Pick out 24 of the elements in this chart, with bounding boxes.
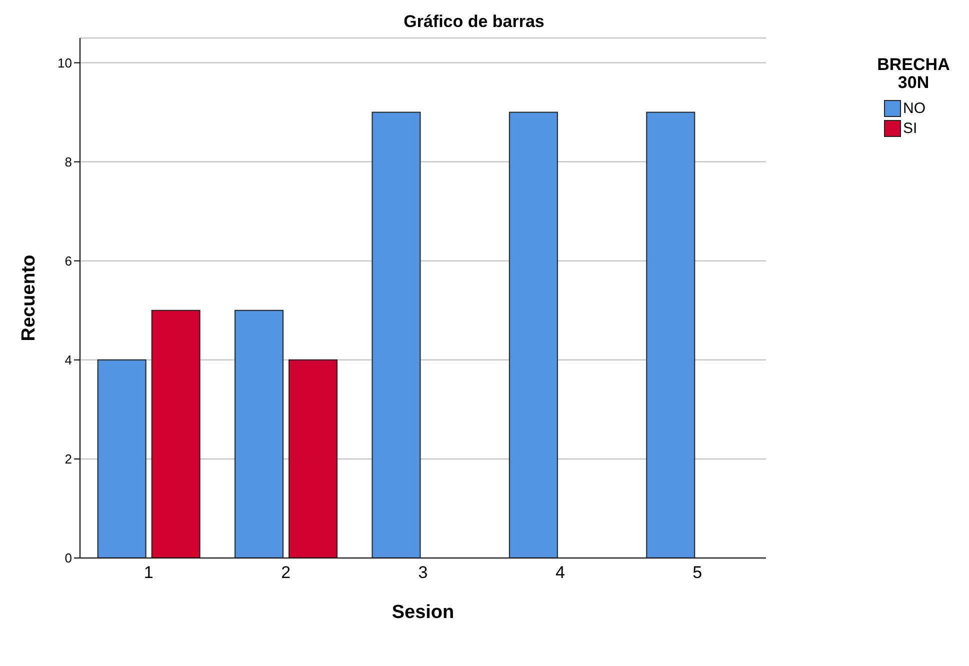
y-tick-label: 2 [64,452,72,467]
x-axis-title: Sesion [392,602,454,623]
y-tick-label: 0 [64,550,72,566]
y-tick-label: 6 [64,253,72,268]
bar [234,310,284,558]
bar [288,359,338,558]
legend-title: BRECHA 30N [876,55,951,92]
bar [97,359,146,558]
y-tick-label: 10 [58,55,72,70]
x-tick-label: 3 [418,563,428,582]
bar [372,112,421,558]
bar [646,112,696,558]
chart-title: Gráfico de barras [402,12,546,32]
x-tick-label: 5 [692,563,702,582]
legend-label: SI [902,118,918,138]
y-tick-label: 4 [64,352,72,368]
x-tick-label: 4 [555,563,565,582]
y-tick-label: 8 [64,154,72,170]
bar [508,112,558,558]
bar [151,310,200,558]
x-tick-label: 2 [281,563,291,582]
y-axis-title: Recuento [18,254,40,342]
x-tick-label: 1 [144,563,154,582]
legend-label: NO [902,98,926,118]
